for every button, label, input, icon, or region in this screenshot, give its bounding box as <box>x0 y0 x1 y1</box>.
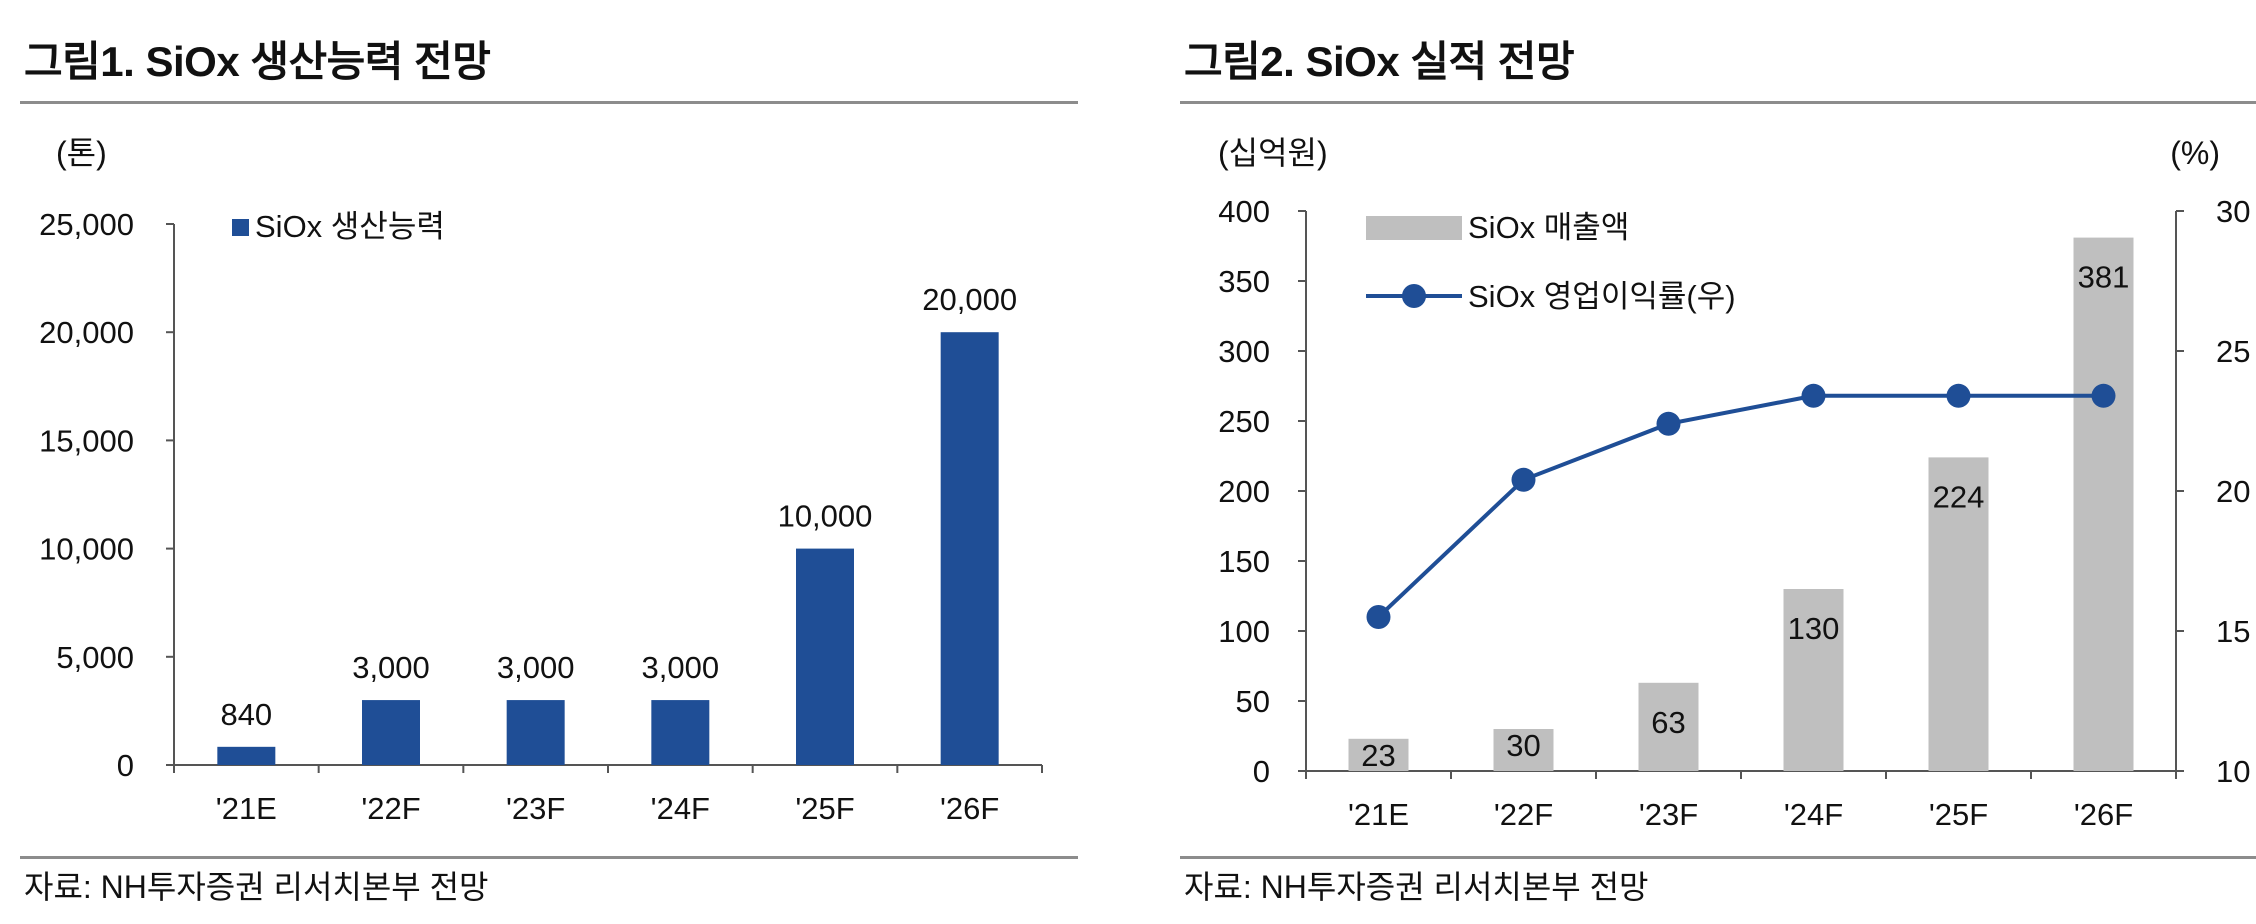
margin-point <box>1801 383 1826 408</box>
x-tick-label: '22F <box>1494 797 1553 832</box>
margin-point <box>1656 411 1681 436</box>
y-axis-unit-label: (십억원) <box>1218 135 1328 171</box>
figure1-title-rule <box>20 101 1078 104</box>
bar-capacity <box>940 332 999 765</box>
bar-revenue <box>1638 682 1699 771</box>
y-tick-label: 200 <box>1218 474 1270 509</box>
y-axis-unit-label: (톤) <box>56 135 107 171</box>
bar-data-label: 20,000 <box>922 282 1017 317</box>
bar-data-label: 3,000 <box>352 650 430 685</box>
y-tick-label: 0 <box>117 748 134 783</box>
y-tick-label: 400 <box>1218 194 1270 229</box>
bar-capacity <box>651 700 710 765</box>
right-y-axis-unit-label: (%) <box>2170 135 2220 171</box>
y-tick-label: 5,000 <box>56 640 134 675</box>
margin-point <box>2091 383 2116 408</box>
y-tick-label: 20,000 <box>39 315 134 350</box>
y-tick-label: 25,000 <box>39 207 134 242</box>
bar-capacity <box>362 700 420 765</box>
bar-data-label: 23 <box>1361 738 1395 773</box>
figure1-chart: (톤) 0 5,000 10,000 15,000 20,000 25,000 840 '21E… <box>39 135 1043 826</box>
bar-capacity <box>217 746 276 765</box>
x-tick-label: '21E <box>216 791 277 826</box>
y-tick-label: 150 <box>1218 544 1270 579</box>
bar-data-label: 840 <box>220 697 272 732</box>
bar-revenue <box>2073 237 2134 772</box>
x-tick-label: '24F <box>651 791 710 826</box>
x-tick-label: '25F <box>795 791 854 826</box>
x-tick-label: '23F <box>506 791 565 826</box>
right-y-tick-label: 10 <box>2216 754 2250 789</box>
figure2-bottom-rule <box>1180 856 2256 859</box>
bar-data-label: 130 <box>1788 611 1840 646</box>
bar-revenue <box>1348 738 1409 771</box>
figure1-source: 자료: NH투자증권 리서치본부 전망 <box>24 869 489 905</box>
figure2-title-rule <box>1180 101 2256 104</box>
y-tick-label: 50 <box>1236 684 1270 719</box>
figure2-panel: 그림2. SiOx 실적 전망 (십억원) (%) 0 50 100 150 200 250 3… <box>1160 0 2256 924</box>
right-y-tick-label: 25 <box>2216 334 2250 369</box>
margin-point <box>1511 467 1536 492</box>
x-tick-label: '22F <box>361 791 420 826</box>
right-y-tick-label: 30 <box>2216 194 2250 229</box>
y-tick-label: 300 <box>1218 334 1270 369</box>
x-tick-label: '25F <box>1929 797 1988 832</box>
figure2-chart: (십억원) (%) 0 50 100 150 200 250 300 350 400 10 15 20 25… <box>1218 135 2250 832</box>
bar-data-label: 224 <box>1933 479 1985 514</box>
bar-capacity <box>506 700 565 765</box>
figure1-title: 그림1. SiOx 생산능력 전망 <box>24 38 491 85</box>
x-tick-label: '24F <box>1784 797 1843 832</box>
legend-swatch-capacity <box>232 219 249 236</box>
x-tick-label: '21E <box>1348 797 1409 832</box>
bar-revenue <box>1493 729 1554 771</box>
legend-label-revenue: SiOx 매출액 <box>1468 210 1629 245</box>
bar-data-label: 3,000 <box>642 650 720 685</box>
bar-capacity <box>796 548 854 765</box>
bar-revenue <box>1783 589 1844 771</box>
figure1-bottom-rule <box>20 856 1078 859</box>
right-y-tick-label: 15 <box>2216 614 2250 649</box>
figure2-source: 자료: NH투자증권 리서치본부 전망 <box>1184 869 1649 905</box>
bar-data-label: 30 <box>1506 728 1540 763</box>
figure1-panel: 그림1. SiOx 생산능력 전망 (톤) 0 5,000 10,000 15,000 2… <box>0 0 1090 924</box>
bar-data-label: 3,000 <box>497 650 575 685</box>
right-y-tick-label: 20 <box>2216 474 2250 509</box>
bar-revenue <box>1928 457 1989 771</box>
x-tick-label: '26F <box>940 791 999 826</box>
y-tick-label: 15,000 <box>39 423 134 458</box>
x-tick-label: '23F <box>1639 797 1698 832</box>
legend-swatch-revenue <box>1366 216 1462 240</box>
margin-point <box>1366 605 1391 629</box>
figure2-title: 그림2. SiOx 실적 전망 <box>1184 38 1575 85</box>
y-tick-label: 100 <box>1218 614 1270 649</box>
y-tick-label: 250 <box>1218 404 1270 439</box>
bar-data-label: 381 <box>2078 260 2130 295</box>
bar-data-label: 63 <box>1651 705 1685 740</box>
legend-label-capacity: SiOx 생산능력 <box>255 209 445 244</box>
legend-marker-margin <box>1402 284 1426 308</box>
y-tick-label: 350 <box>1218 264 1270 299</box>
margin-line <box>1377 393 2104 619</box>
legend-label-margin: SiOx 영업이익률(우) <box>1468 279 1736 314</box>
x-tick-label: '26F <box>2074 797 2133 832</box>
bar-data-label: 10,000 <box>778 499 873 534</box>
margin-point <box>1946 383 1971 408</box>
y-tick-label: 0 <box>1253 754 1270 789</box>
y-tick-label: 10,000 <box>39 532 134 567</box>
